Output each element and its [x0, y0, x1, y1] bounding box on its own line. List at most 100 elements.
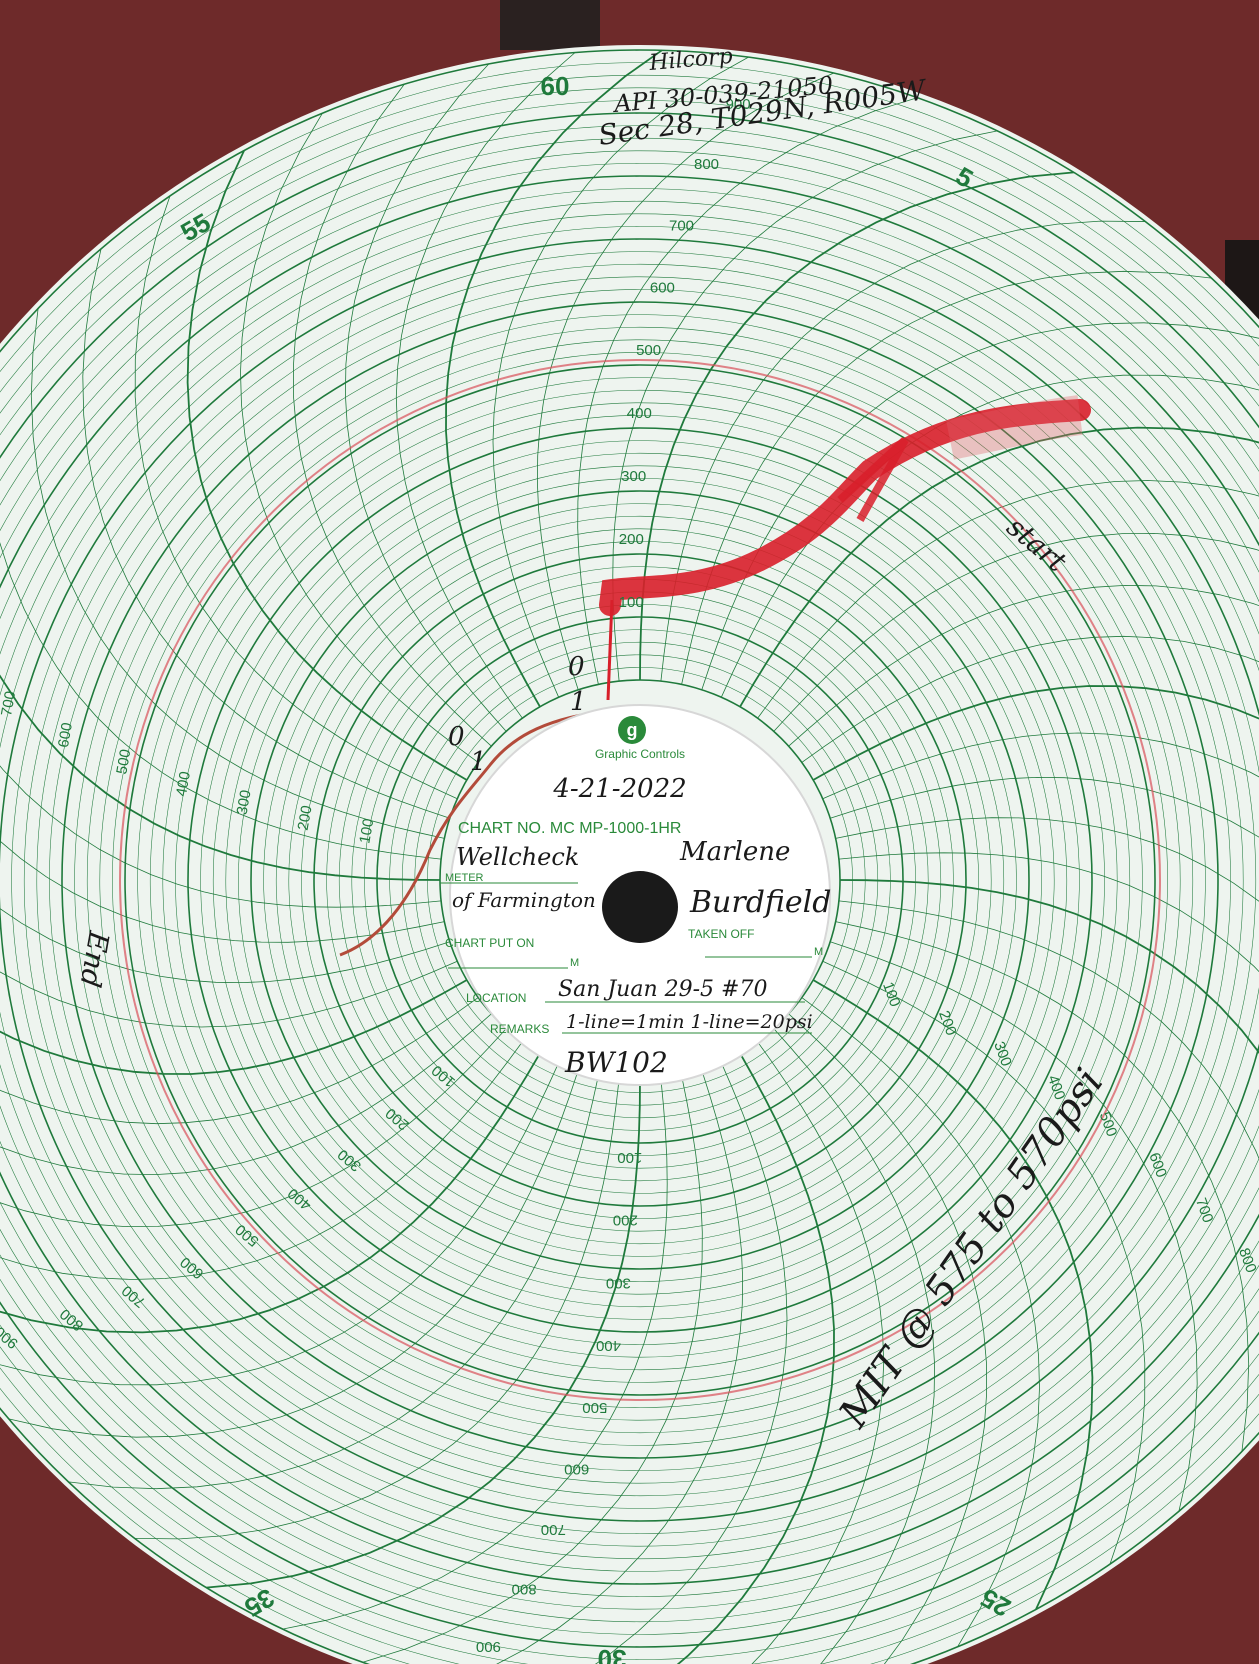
pressure-label: 500 — [113, 748, 134, 776]
time-line — [0, 1062, 560, 1386]
time-line — [496, 1070, 744, 1664]
taken-off-name-1: Marlene — [679, 837, 790, 867]
taken-off-m: M — [814, 946, 823, 958]
hub-hole — [602, 871, 678, 943]
time-line — [773, 532, 1259, 732]
time-line — [739, 426, 1259, 708]
pressure-ring — [0, 188, 1259, 1572]
pressure-ring — [74, 314, 1206, 1446]
pressure-ring — [86, 326, 1194, 1434]
pressure-ring — [288, 528, 992, 1232]
pressure-label: 500 — [636, 342, 661, 359]
time-line — [82, 248, 450, 819]
time-line — [492, 56, 749, 698]
pressure-label: 100 — [619, 594, 644, 611]
time-line — [812, 685, 1259, 781]
pressure-ring — [0, 125, 1259, 1635]
time-line — [0, 674, 441, 881]
meter-value-2: of Farmington — [452, 888, 596, 912]
pressure-ring — [11, 251, 1259, 1509]
pressure-ring — [364, 604, 916, 1156]
pressure-ring — [0, 49, 1259, 1664]
time-line — [838, 900, 1259, 1160]
pressure-ring — [326, 566, 954, 1194]
time-line — [830, 941, 1198, 1512]
time-line — [701, 322, 1259, 690]
pressure-ring — [200, 440, 1080, 1320]
taken-off-name-2: Burdfield — [689, 885, 831, 920]
time-line — [0, 997, 479, 1125]
minute-label: 60 — [541, 71, 570, 101]
brand-logo-letter: g — [627, 720, 638, 740]
time-line — [788, 1013, 988, 1664]
pressure-ring — [187, 427, 1093, 1333]
time-line — [676, 1052, 835, 1664]
pressure-label: 700 — [669, 217, 694, 234]
time-line — [838, 852, 1259, 973]
time-line — [395, 52, 576, 719]
pressure-ring — [376, 616, 904, 1144]
time-line — [445, 49, 663, 708]
pressure-label: 200 — [613, 1212, 638, 1229]
pressure-ring — [0, 213, 1259, 1547]
minute-label: 30 — [598, 1644, 627, 1664]
pressure-ring — [0, 112, 1259, 1648]
pressure-ring — [0, 163, 1259, 1597]
brand-name: Graphic Controls — [595, 747, 685, 761]
time-line — [788, 584, 1259, 747]
pressure-ring — [162, 402, 1118, 1358]
time-line — [8, 1070, 579, 1438]
pressure-label: 300 — [621, 468, 646, 485]
hub-date: 4-21-2022 — [552, 774, 686, 804]
time-line — [30, 308, 445, 839]
time-line — [0, 1028, 507, 1228]
time-line — [822, 960, 1146, 1565]
time-line — [344, 63, 507, 732]
chart-number: CHART NO. MC MP-1000-1HR — [458, 820, 681, 837]
pressure-ring — [0, 201, 1259, 1559]
brand-logo-icon — [618, 716, 646, 744]
remarks-value: 1-line=1min 1-line=20psi — [566, 1011, 813, 1033]
time-line — [0, 1041, 523, 1280]
pressure-label: 100 — [356, 817, 377, 845]
time-line — [801, 635, 1259, 763]
pressure-label: 300 — [234, 789, 255, 817]
time-line — [801, 997, 1040, 1648]
pressure-ring — [0, 150, 1259, 1610]
pressure-ring — [137, 377, 1143, 1383]
pressure-ring — [313, 553, 967, 1207]
time-line — [595, 1062, 788, 1664]
time-line — [612, 130, 998, 682]
pressure-ring — [49, 289, 1231, 1471]
pressure-label: 100 — [617, 1149, 642, 1166]
pressure-ring — [0, 226, 1259, 1534]
pressure-ring — [0, 75, 1259, 1664]
time-line — [577, 97, 918, 685]
time-line — [0, 908, 450, 984]
pressure-label: 600 — [564, 1461, 589, 1478]
meter-label: METER — [445, 872, 484, 884]
location-value: San Juan 29-5 #70 — [558, 977, 767, 1002]
time-line — [773, 1028, 936, 1664]
pressure-drop-line — [606, 599, 614, 701]
pressure-ring — [36, 276, 1244, 1484]
note-zero-a: 0 — [568, 652, 585, 682]
time-line — [0, 840, 445, 943]
pressure-label: 200 — [295, 804, 316, 832]
note-one-a: 1 — [570, 687, 587, 717]
note-one-b: 1 — [470, 747, 487, 777]
time-line — [822, 732, 1259, 800]
pressure-ring — [23, 263, 1257, 1497]
time-line — [186, 150, 468, 781]
pressure-ring — [61, 301, 1219, 1459]
pressure-ring — [250, 490, 1030, 1270]
pressure-label: 600 — [650, 279, 675, 296]
pressure-label: 200 — [619, 531, 644, 548]
pressure-ramp-line — [339, 710, 601, 957]
time-line — [536, 72, 835, 690]
mount-strap — [500, 0, 600, 50]
taken-off-label: TAKEN OFF — [688, 927, 754, 941]
pressure-ring — [238, 478, 1042, 1282]
time-line — [639, 171, 1074, 681]
pressure-ring — [263, 503, 1017, 1257]
